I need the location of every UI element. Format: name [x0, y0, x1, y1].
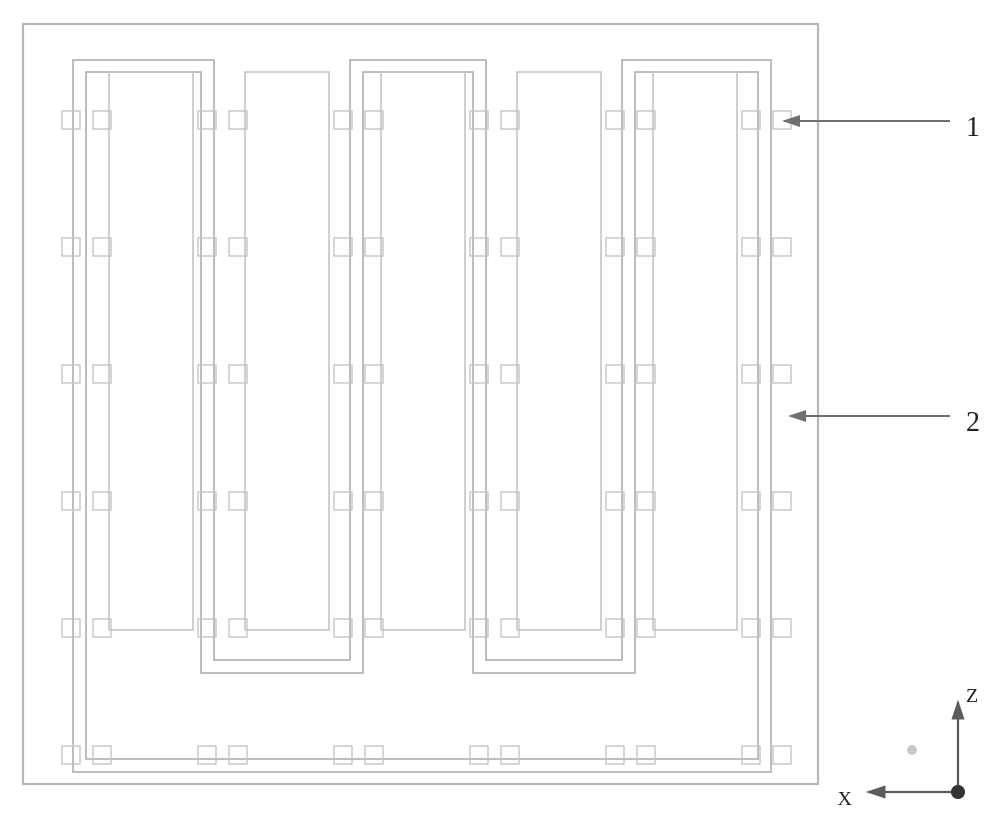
axis-small-circle	[907, 745, 917, 755]
serpentine-inner	[86, 72, 758, 759]
tab	[93, 746, 111, 764]
callout-2-label: 2	[966, 407, 980, 439]
tab	[62, 492, 80, 510]
tab	[62, 619, 80, 637]
tab	[365, 746, 383, 764]
tab	[501, 746, 519, 764]
outer-frame	[23, 24, 818, 784]
tab	[773, 746, 791, 764]
tab	[606, 746, 624, 764]
inner-slot-1	[109, 72, 193, 630]
tab	[62, 746, 80, 764]
axis-z-label: Z	[966, 685, 978, 707]
inner-slot-5	[653, 72, 737, 630]
axis-origin-dot	[951, 785, 965, 799]
tab	[62, 238, 80, 256]
axis-x-label: X	[838, 788, 853, 810]
serpentine-outer	[73, 60, 771, 772]
tab	[773, 238, 791, 256]
tab	[229, 746, 247, 764]
inner-slot-3	[381, 72, 465, 630]
tab	[470, 746, 488, 764]
tab	[198, 746, 216, 764]
tab	[773, 619, 791, 637]
tab	[62, 111, 80, 129]
tab	[773, 492, 791, 510]
inner-slot-4	[517, 72, 601, 630]
tab	[62, 365, 80, 383]
tab	[334, 746, 352, 764]
inner-slot-2	[245, 72, 329, 630]
tab	[773, 365, 791, 383]
callout-1-label: 1	[966, 112, 980, 144]
tab	[637, 746, 655, 764]
